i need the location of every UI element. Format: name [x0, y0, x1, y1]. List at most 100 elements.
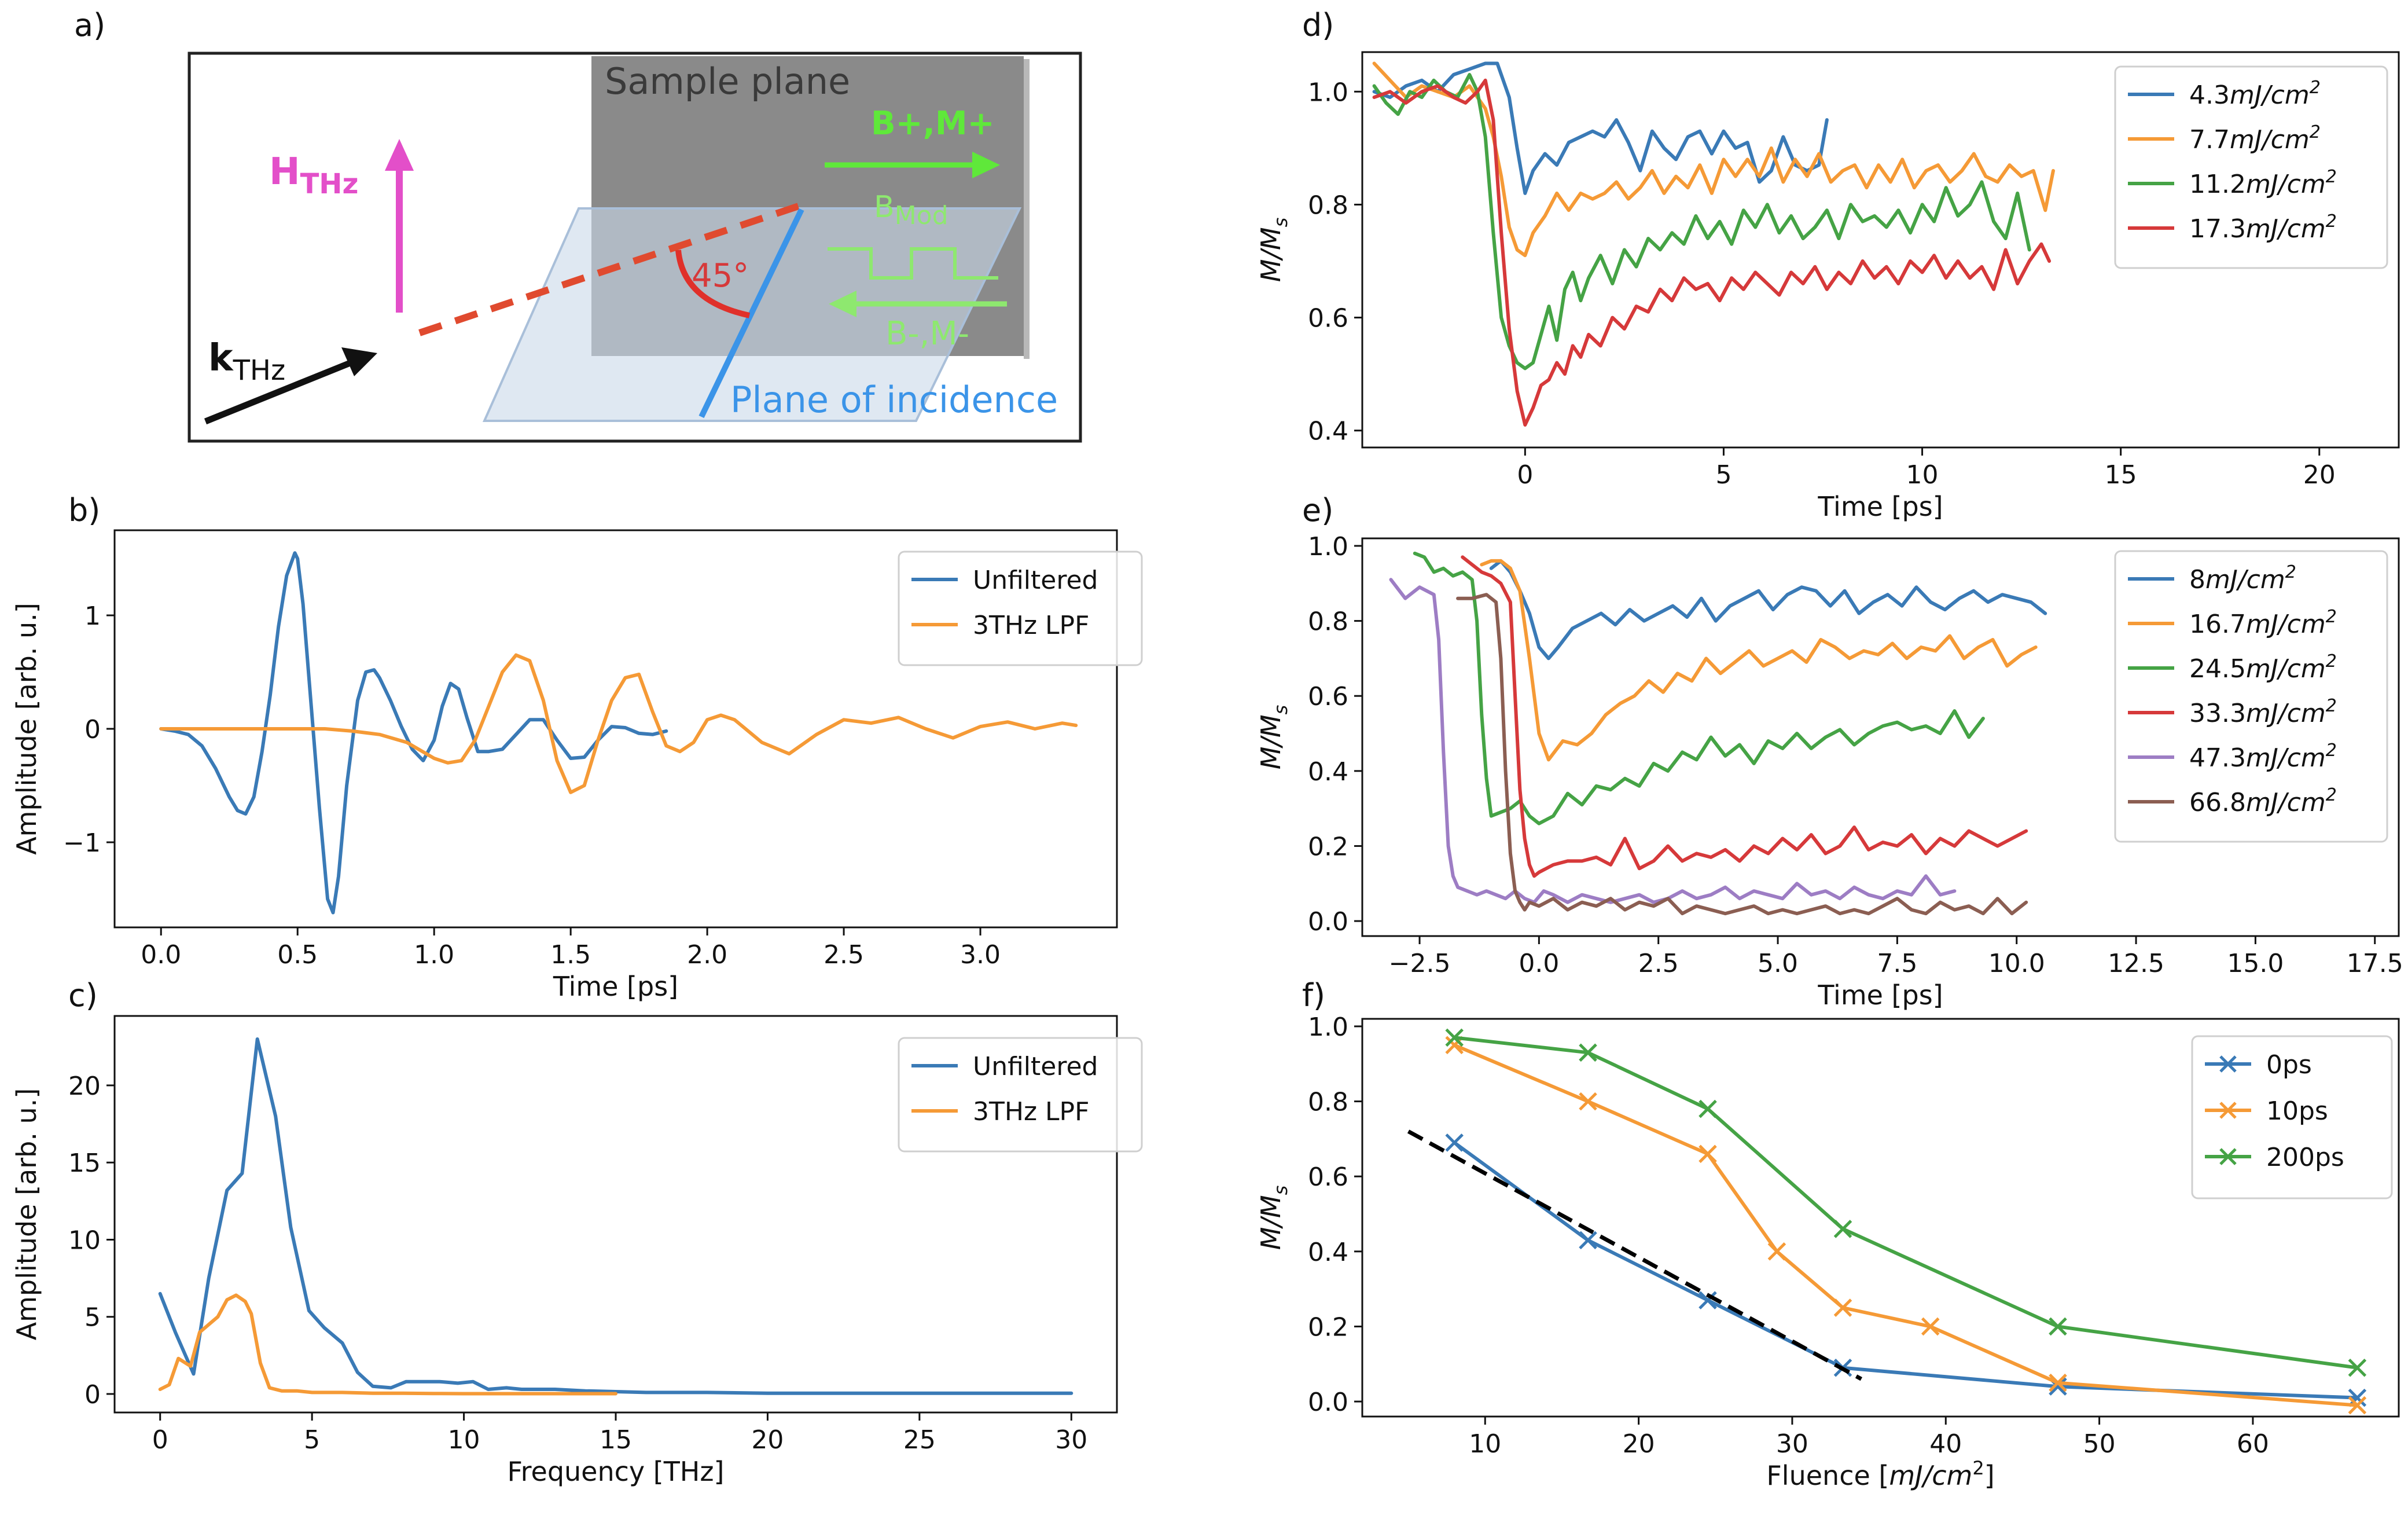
y-tick-label-d-3: 1.0	[1308, 78, 1348, 107]
b-mod-waveform	[828, 247, 998, 280]
x-tick-label-e-0: −2.5	[1389, 949, 1451, 978]
b-plus-arrowhead	[972, 152, 1000, 178]
panel-label-d: d)	[1302, 7, 1334, 43]
axes-frame-e	[1361, 537, 2400, 937]
x-tick-label-e-1: 0.0	[1519, 949, 1559, 978]
y-tick-label-c-2: 10	[68, 1226, 101, 1255]
legend-label-e-1: 16.7mJ/cm2	[2189, 607, 2337, 639]
x-tick-label-e-2: 2.5	[1638, 949, 1679, 978]
plane-of-incidence-line	[698, 208, 804, 419]
series-line-f-1	[1453, 1043, 2359, 1407]
legend-d	[2114, 65, 2388, 269]
y-tick-label-e-2: 0.4	[1308, 757, 1348, 787]
x-tick-label-f-1: 20	[1623, 1429, 1655, 1459]
x-tick-label-f-3: 40	[1929, 1429, 1962, 1459]
data-point-f-2-2	[1699, 1099, 1717, 1118]
data-point-f-2-0	[1445, 1028, 1464, 1047]
x-tick-label-e-3: 5.0	[1758, 949, 1798, 978]
y-tick-label-e-5: 1.0	[1308, 532, 1348, 562]
data-point-f-1-1	[1579, 1092, 1597, 1111]
x-tick-label-b-1: 0.5	[277, 940, 318, 970]
x-tick-label-b-2: 1.0	[414, 940, 454, 970]
y-tick-label-e-1: 0.2	[1308, 832, 1348, 861]
legend-label-d-2: 11.2mJ/cm2	[2189, 167, 2337, 199]
y-tick-label-c-3: 15	[68, 1149, 101, 1178]
y-tick-label-e-3: 0.6	[1308, 682, 1348, 711]
y-tick-label-f-3: 0.6	[1308, 1162, 1348, 1192]
data-point-f-0-1	[1579, 1231, 1597, 1250]
legend-e	[2114, 550, 2388, 843]
plot-area-f	[1407, 1028, 2367, 1415]
legend-label-e-2: 24.5mJ/cm2	[2189, 651, 2337, 684]
x-tick-label-e-6: 12.5	[2108, 949, 2164, 978]
b-plus-label: B+,M+	[871, 105, 995, 142]
angle-arc	[675, 250, 751, 318]
legend-marker-f-2	[2219, 1148, 2237, 1165]
x-tick-label-f-0: 10	[1469, 1429, 1501, 1459]
data-point-f-1-6	[2049, 1373, 2067, 1392]
chart-b: b) 0.0 0.5 1.0 1.5 2.0 2.5 3.0 −1 0 1 Time [ps] Ampl…	[11, 492, 1143, 1002]
chart-e: e) −2.5 0.0 2.5 5.0 7.5 10.0 12.5 15.0 17.5 0.0 0.2…	[1255, 492, 2403, 1011]
y-tick-label-b-2: 1	[84, 601, 101, 631]
sample-plane-label: Sample plane	[605, 60, 850, 102]
y-tick-label-c-0: 0	[84, 1380, 101, 1410]
x-tick-label-e-7: 15.0	[2227, 949, 2284, 978]
charts-layer: b) 0.0 0.5 1.0 1.5 2.0 2.5 3.0 −1 0 1 Time [ps] Ampl…	[11, 7, 2403, 1491]
h-field-label: HTHz	[269, 151, 358, 200]
legend-b	[898, 551, 1143, 666]
series-line-d-3	[1372, 78, 2052, 427]
fit-line-f	[1407, 1129, 1863, 1381]
x-tick-label-b-5: 2.5	[824, 940, 864, 970]
y-tick-label-f-0: 0.0	[1308, 1388, 1348, 1417]
y-tick-label-b-0: −1	[63, 828, 101, 858]
legend-label-e-4: 47.3mJ/cm2	[2189, 740, 2337, 773]
x-tick-label-b-6: 3.0	[960, 940, 1001, 970]
series-line-d-2	[1372, 73, 2031, 370]
plot-area-e	[1389, 551, 2047, 916]
panel-label-e: e)	[1302, 492, 1333, 529]
x-tick-label-c-5: 25	[903, 1425, 936, 1455]
x-tick-label-c-2: 10	[448, 1425, 480, 1455]
legend-label-e-5: 66.8mJ/cm2	[2189, 785, 2337, 817]
plot-area-b	[159, 551, 1078, 915]
data-point-f-1-7	[2348, 1396, 2367, 1415]
y-tick-label-e-4: 0.8	[1308, 607, 1348, 637]
series-line-e-5	[1456, 593, 2028, 916]
legend-label-d-1: 7.7mJ/cm2	[2189, 122, 2321, 155]
series-line-e-3	[1461, 555, 2028, 878]
b-minus-label: B-,M-	[885, 315, 969, 353]
b-mod-label: BMod	[874, 190, 949, 230]
y-tick-label-b-1: 0	[84, 715, 101, 744]
x-tick-label-b-4: 2.0	[687, 940, 727, 970]
data-point-f-2-1	[1579, 1043, 1597, 1062]
h-field-arrowhead	[385, 139, 414, 171]
y-tick-label-d-0: 0.4	[1308, 417, 1348, 446]
data-point-f-1-3	[1767, 1242, 1786, 1261]
chart-f: f) 10 20 30 40 50 60 0.0 0.2 0.4 0.6 0.8 1.0 Fluence …	[1255, 977, 2400, 1491]
sample-plane-shadow	[1024, 59, 1030, 359]
y-tick-label-f-1: 0.2	[1308, 1312, 1348, 1342]
x-tick-label-c-6: 30	[1055, 1425, 1087, 1455]
plane-of-incidence-label: Plane of incidence	[730, 379, 1058, 421]
legend-label-c-0: Unfiltered	[973, 1052, 1098, 1081]
chart-c: c) 0 5 10 15 20 25 30 0 5 10 15 20 Frequency [THz] Amp…	[11, 977, 1143, 1487]
x-tick-label-b-3: 1.5	[550, 940, 591, 970]
incidence-dashed-line	[418, 200, 807, 336]
legend-label-e-0: 8mJ/cm2	[2189, 562, 2296, 595]
legend-c	[898, 1037, 1143, 1153]
legend-label-c-1: 3THz LPF	[973, 1097, 1089, 1127]
x-tick-label-c-3: 15	[600, 1425, 632, 1455]
x-tick-label-d-3: 15	[2105, 460, 2137, 490]
y-tick-label-c-4: 20	[68, 1072, 101, 1101]
legend-marker-f-0	[2219, 1055, 2237, 1073]
y-tick-label-d-1: 0.6	[1308, 304, 1348, 333]
x-tick-label-d-2: 10	[1906, 460, 1939, 490]
y-tick-label-f-5: 1.0	[1308, 1012, 1348, 1042]
legend-label-b-0: Unfiltered	[973, 566, 1098, 595]
data-point-f-1-4	[1833, 1298, 1852, 1317]
x-tick-label-f-4: 50	[2083, 1429, 2116, 1459]
y-tick-label-f-2: 0.4	[1308, 1238, 1348, 1267]
y-tick-label-c-1: 5	[84, 1303, 101, 1333]
legend-label-b-1: 3THz LPF	[973, 611, 1089, 640]
legend-label-d-3: 17.3mJ/cm2	[2189, 211, 2337, 244]
